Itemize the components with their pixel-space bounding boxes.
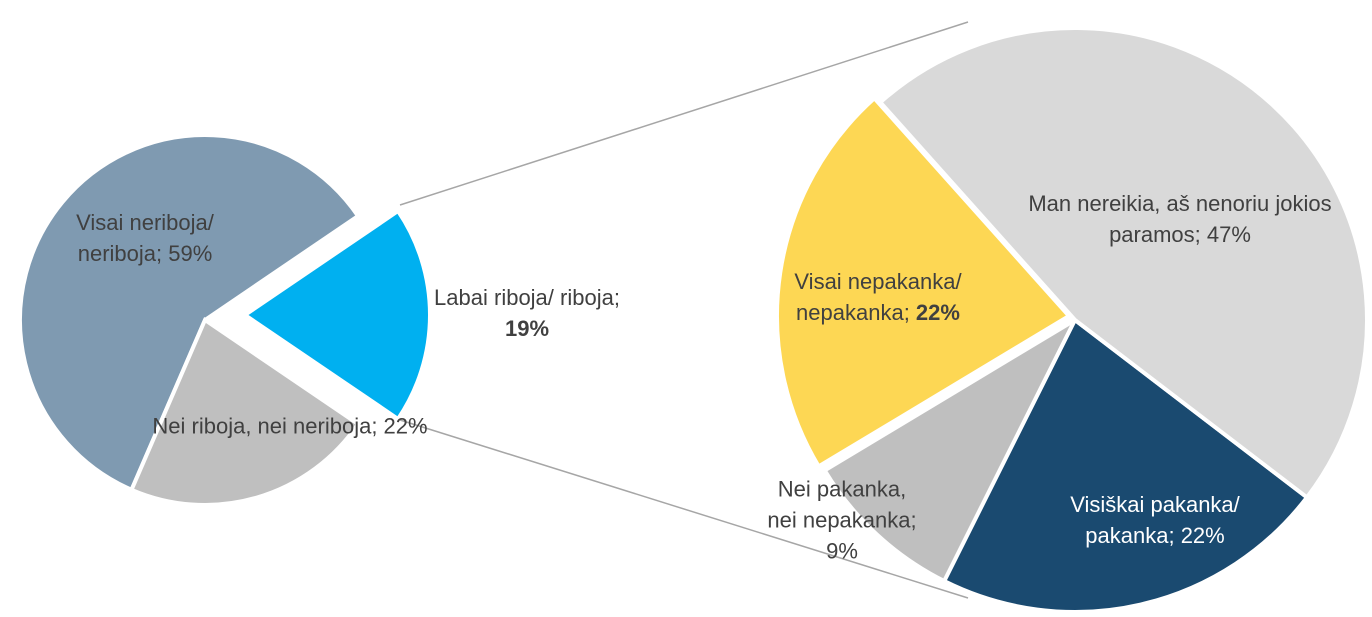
pie-slice <box>18 133 361 493</box>
connector-line <box>399 419 969 599</box>
label-part: Nei riboja, nei neriboja <box>152 413 372 439</box>
label-part: ; <box>1168 523 1181 548</box>
label-part: Man nereikia, aš nenoriu jokios paramos <box>1028 191 1332 247</box>
label-part: ; <box>903 300 916 325</box>
connector-line <box>399 21 969 206</box>
pie-slice <box>775 95 1073 470</box>
data-label: Nei riboja, nei neriboja; 22% <box>125 411 455 442</box>
label-part: 19% <box>504 316 550 341</box>
data-label: Man nereikia, aš nenoriu jokios paramos;… <box>1020 188 1340 250</box>
label-part: ; <box>1194 222 1207 247</box>
label-part: Nei pakanka, nei nepakanka <box>767 476 911 533</box>
label-part: Visai neriboja/ neriboja <box>76 210 214 266</box>
pie-slice <box>877 25 1369 501</box>
label-part: ; <box>910 507 917 533</box>
pie-slice <box>821 314 1080 584</box>
data-label: Visai neriboja/ neriboja; 59% <box>35 207 255 269</box>
label-part: Labai riboja/ riboja <box>434 285 614 310</box>
data-label: Labai riboja/ riboja; 19% <box>427 282 627 344</box>
pie-slice <box>241 208 432 422</box>
label-part: 59% <box>168 241 213 266</box>
label-part: 22% <box>915 300 960 325</box>
label-part: 9% <box>826 538 858 564</box>
label-part: 22% <box>383 413 428 439</box>
label-part: Visiškai pakanka/ pakanka <box>1070 492 1240 548</box>
data-label: Nei pakanka, nei nepakanka; 9% <box>762 474 922 567</box>
pie-slice <box>941 316 1310 614</box>
label-part: ; <box>613 285 620 310</box>
label-part: 47% <box>1206 222 1251 247</box>
label-part: ; <box>371 413 384 439</box>
label-part: Visai nepakanka/ nepakanka <box>794 269 962 325</box>
label-part: ; <box>156 241 169 266</box>
data-label: Visai nepakanka/ nepakanka; 22% <box>768 266 988 328</box>
label-part: 22% <box>1180 523 1225 548</box>
pie-slice <box>128 316 361 507</box>
data-label: Visiškai pakanka/ pakanka; 22% <box>1035 489 1275 551</box>
